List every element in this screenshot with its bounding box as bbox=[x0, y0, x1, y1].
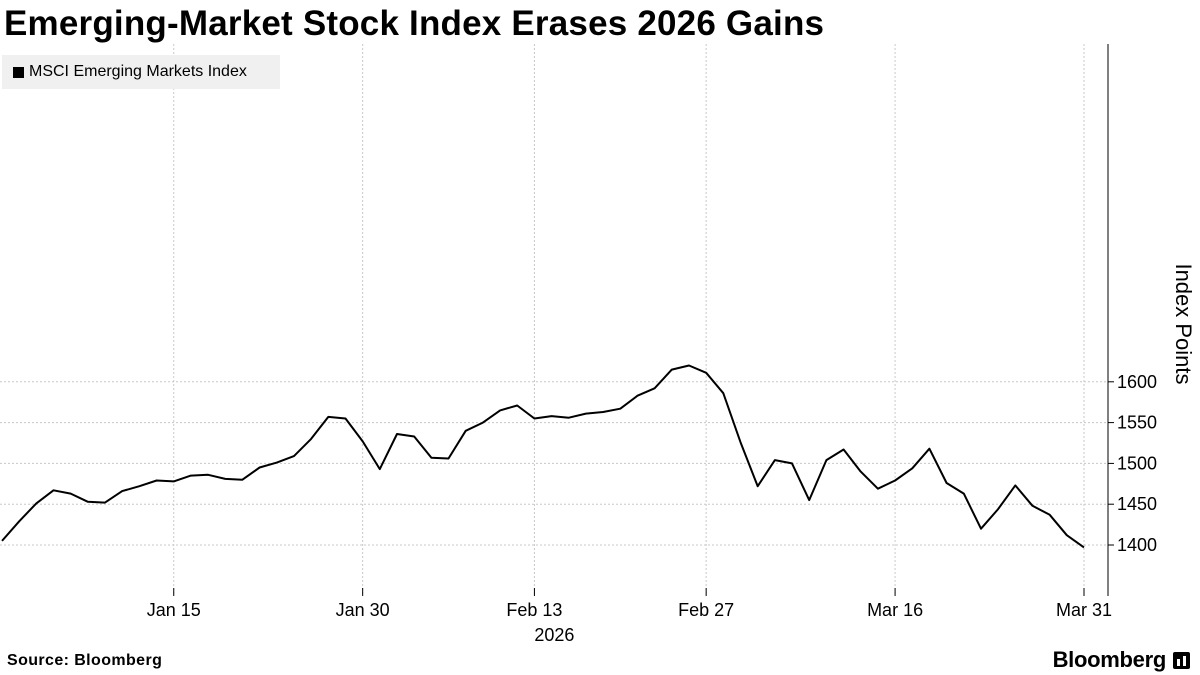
legend-label: MSCI Emerging Markets Index bbox=[29, 63, 247, 80]
x-year-label: 2026 bbox=[534, 625, 574, 645]
x-tick-label: Feb 27 bbox=[678, 600, 734, 620]
y-tick-label: 1500 bbox=[1117, 453, 1157, 473]
legend-swatch bbox=[13, 66, 24, 78]
series-line-msci-em bbox=[1, 364, 1085, 549]
x-axis: Jan 15 Jan 30 Feb 13 Feb 27 Mar 16 Mar 31 2026 bbox=[147, 588, 1112, 645]
x-tick-label: Mar 31 bbox=[1056, 600, 1112, 620]
legend: MSCI Emerging Markets Index bbox=[2, 55, 280, 89]
brand-logo: Bloomberg bbox=[1053, 647, 1190, 673]
gridlines bbox=[0, 44, 1108, 596]
source-note: Source: Bloomberg bbox=[7, 652, 163, 669]
y-tick-label: 1450 bbox=[1117, 494, 1157, 514]
x-tick-label: Jan 30 bbox=[336, 600, 390, 620]
brand-name: Bloomberg bbox=[1052, 647, 1167, 672]
x-tick-label: Mar 16 bbox=[867, 600, 923, 620]
y-tick-label: 1600 bbox=[1117, 372, 1157, 392]
y-axis-title: Index Points bbox=[1171, 263, 1196, 384]
y-axis: 1400 1450 1500 1550 1600 Index Points bbox=[1107, 44, 1196, 596]
x-tick-label: Jan 15 bbox=[147, 600, 201, 620]
series-group bbox=[1, 364, 1085, 549]
x-tick-label: Feb 13 bbox=[506, 600, 562, 620]
bloomberg-terminal-icon bbox=[1173, 651, 1190, 669]
y-tick-label: 1400 bbox=[1117, 535, 1157, 555]
y-tick-label: 1550 bbox=[1117, 413, 1157, 433]
chart-title: Emerging-Market Stock Index Erases 2026 … bbox=[4, 4, 825, 43]
